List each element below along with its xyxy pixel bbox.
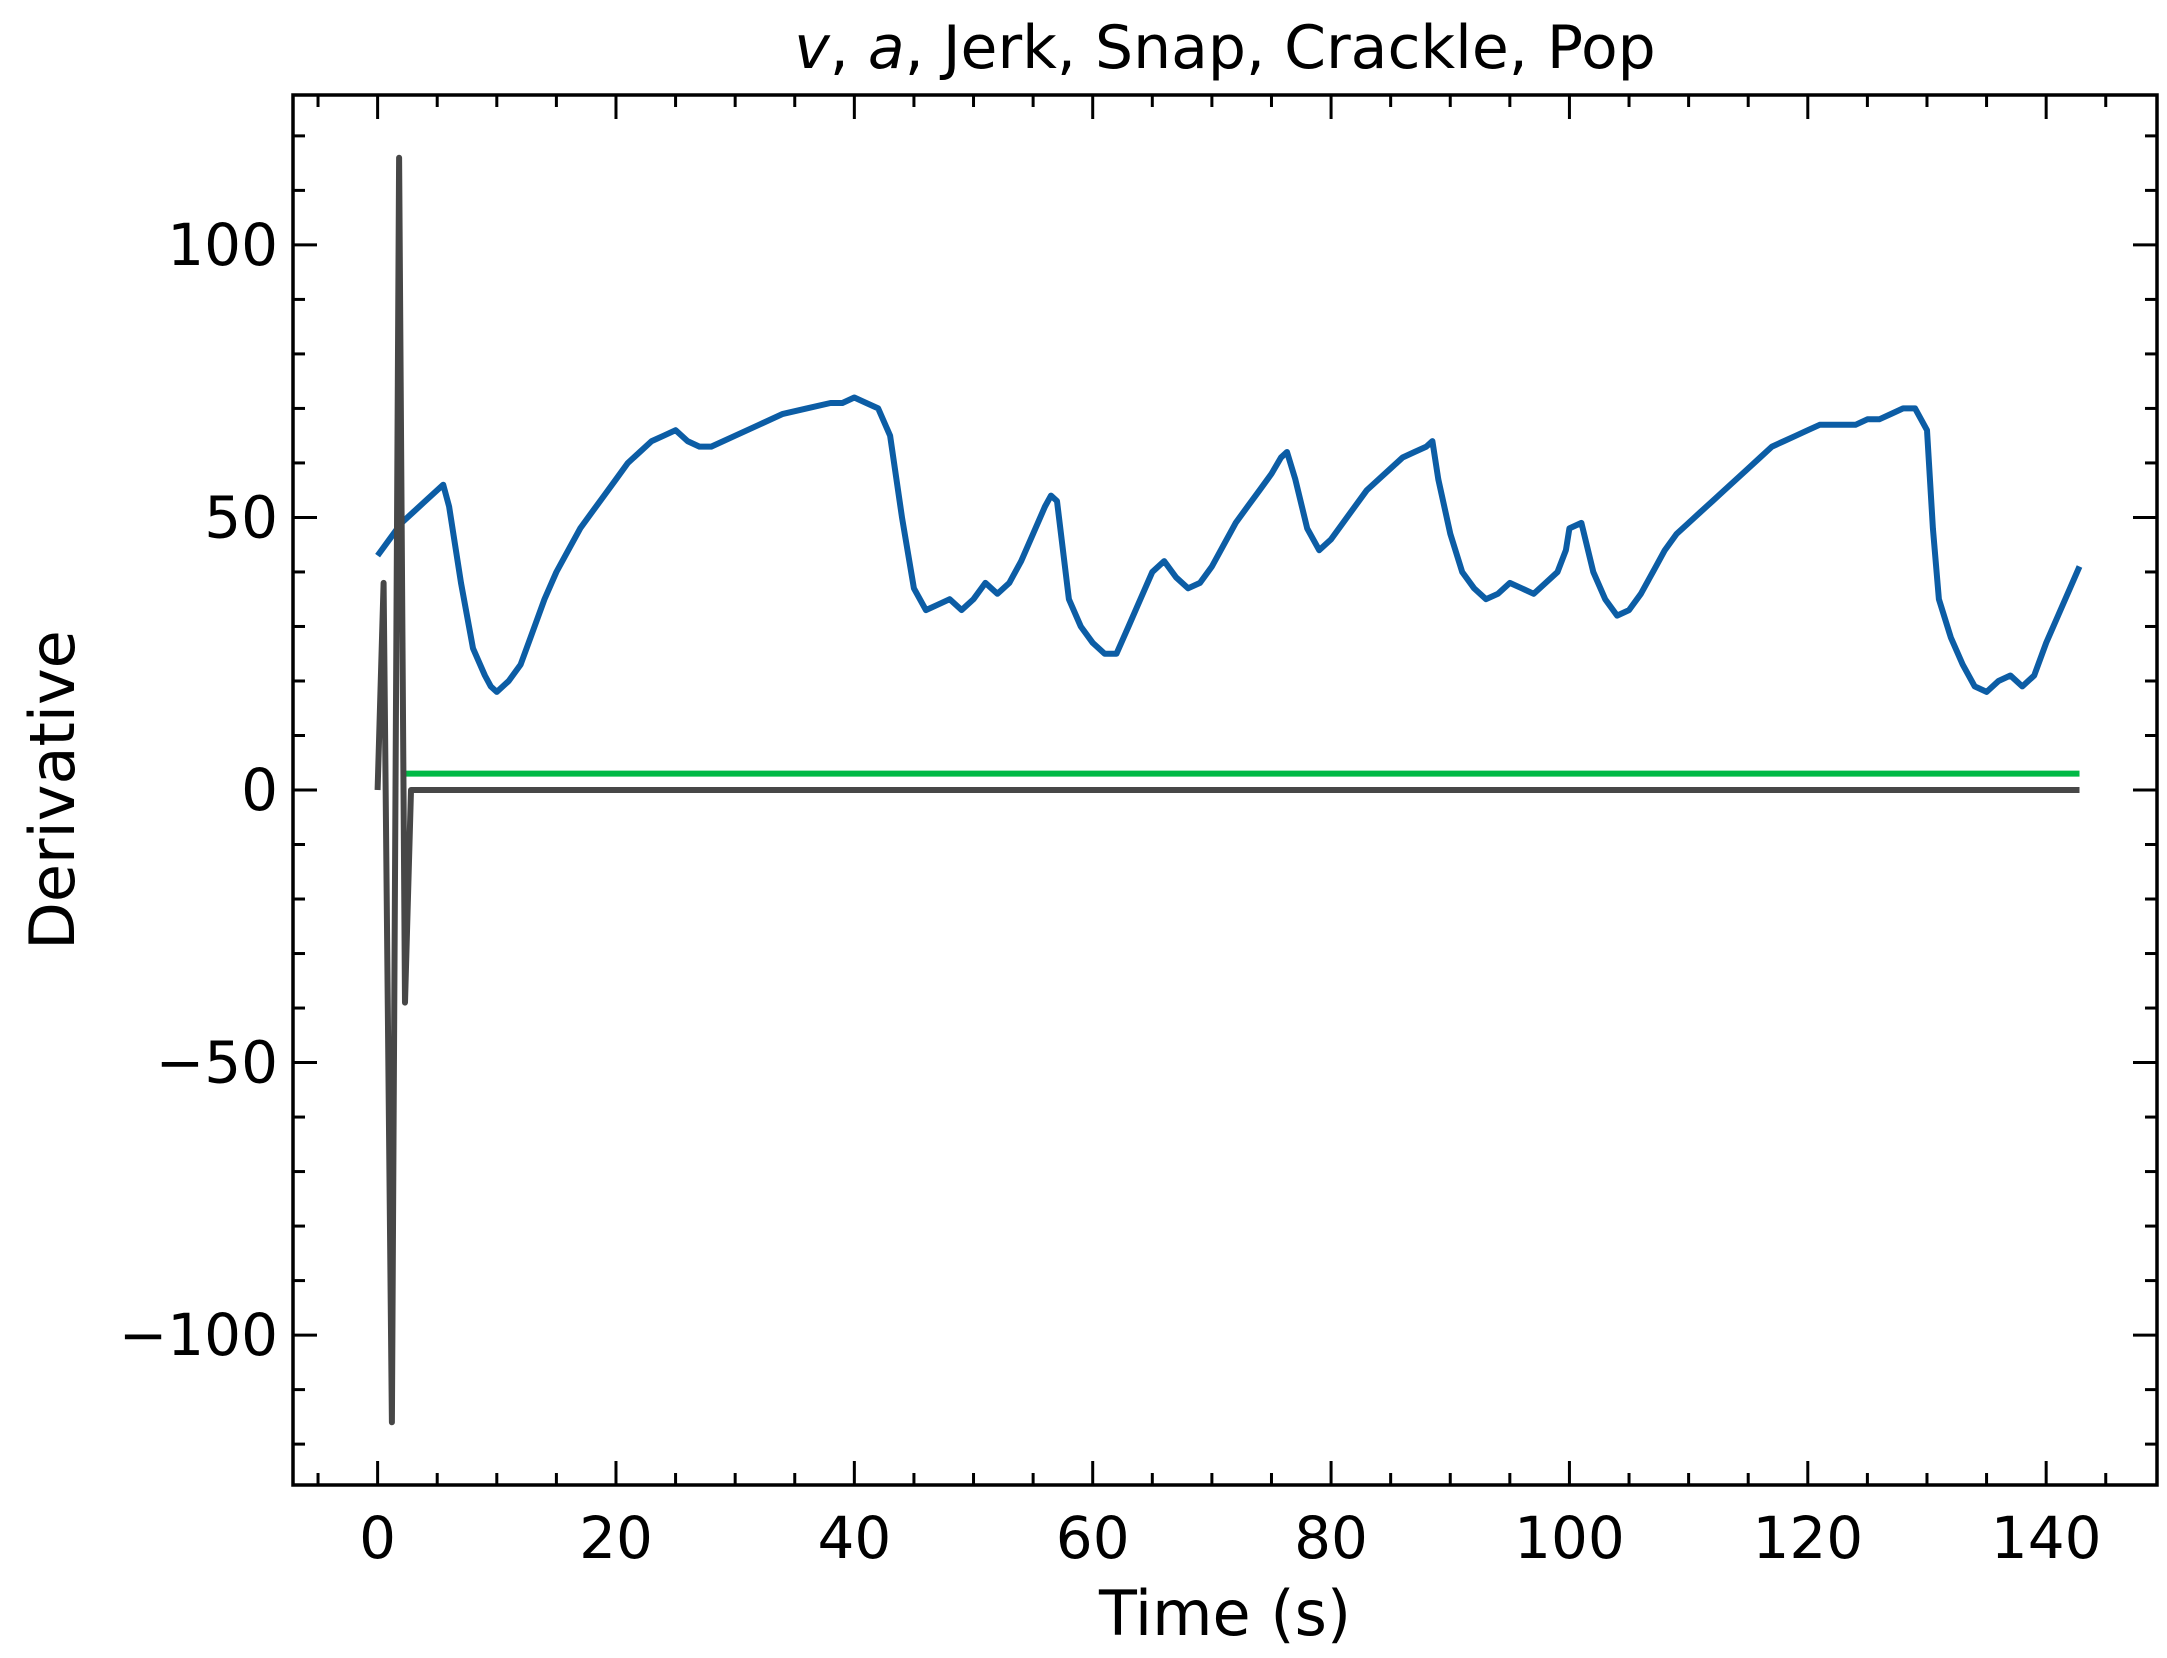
y-axis-label: Derivative bbox=[16, 630, 89, 950]
x-tick-label: 80 bbox=[1294, 1504, 1368, 1572]
major-tick-layer bbox=[293, 95, 2157, 1485]
x-tick-label: 140 bbox=[1991, 1504, 2102, 1572]
x-tick-label: 0 bbox=[359, 1504, 396, 1572]
chart-title: v, a, Jerk, Snap, Crackle, Pop bbox=[794, 13, 1656, 83]
series-line-3 bbox=[374, 154, 2080, 1426]
y-tick-label: −100 bbox=[119, 1301, 278, 1369]
x-axis-label: Time (s) bbox=[1098, 1577, 1351, 1650]
x-tick-label: 60 bbox=[1056, 1504, 1130, 1572]
x-tick-label: 100 bbox=[1514, 1504, 1625, 1572]
y-tick-label: −50 bbox=[156, 1029, 278, 1097]
x-tick-label: 120 bbox=[1752, 1504, 1863, 1572]
x-tick-label: 20 bbox=[579, 1504, 653, 1572]
y-tick-labels: −100 −50 0 50 100 bbox=[119, 211, 278, 1369]
plot-frame bbox=[291, 93, 2159, 1487]
y-tick-label: 50 bbox=[204, 483, 278, 551]
y-tick-label: 0 bbox=[241, 756, 278, 824]
series-line-1 bbox=[375, 394, 2083, 695]
y-tick-label: 100 bbox=[167, 211, 278, 279]
minor-tick-layer bbox=[293, 95, 2157, 1485]
series-layer bbox=[374, 154, 2083, 1426]
x-tick-labels: 0 20 40 60 80 100 120 140 bbox=[359, 1504, 2101, 1572]
x-tick-label: 40 bbox=[817, 1504, 891, 1572]
